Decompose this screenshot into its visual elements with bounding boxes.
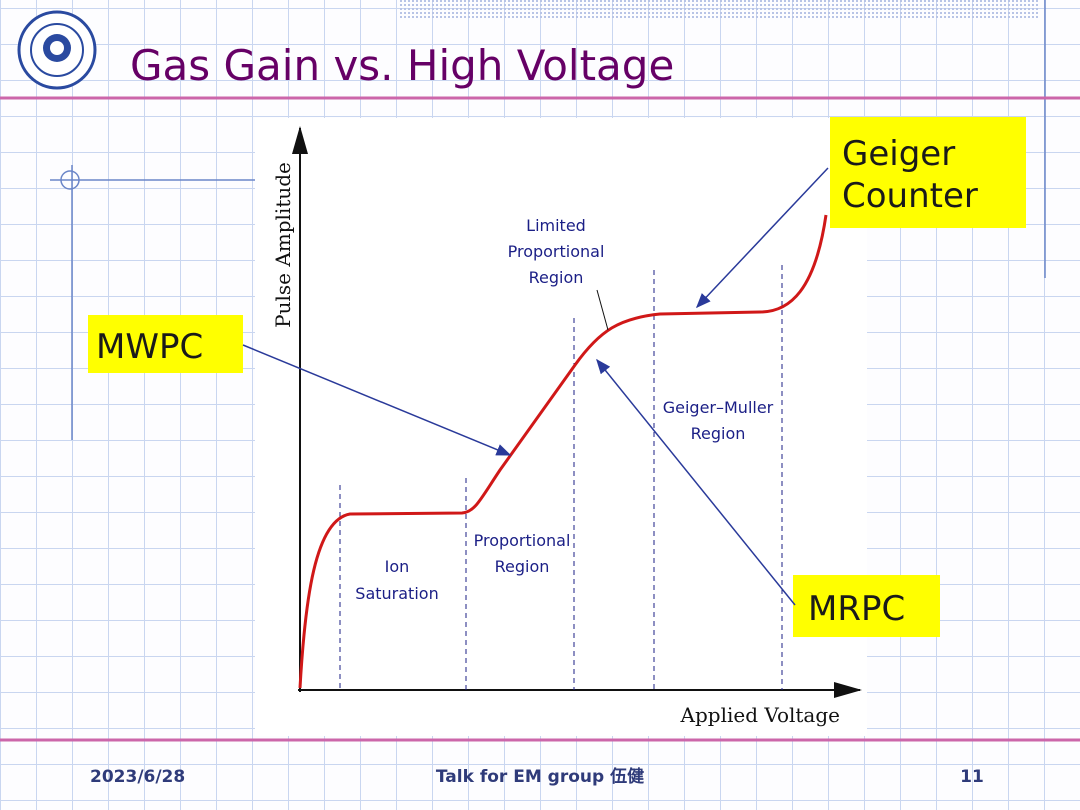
region-label: Proportional — [474, 531, 571, 550]
logo — [17, 10, 97, 90]
x-axis-label: Applied Voltage — [680, 703, 840, 727]
pointer-line — [596, 289, 609, 331]
callout-box — [793, 575, 940, 637]
region-label: Region — [691, 424, 746, 443]
diagram: Pulse Amplitude Applied Voltage — [255, 118, 867, 736]
y-axis-label: Pulse Amplitude — [271, 162, 295, 328]
footer-date: 2023/6/28 — [90, 767, 185, 787]
callout-arrow — [596, 358, 796, 606]
callout-box — [830, 117, 1026, 228]
footer-page: 11 — [960, 767, 984, 787]
region-label: Region — [495, 557, 550, 576]
slide-title: Gas Gain vs. High Voltage — [130, 41, 674, 90]
callout-boxes — [88, 117, 1026, 637]
callout-label: Geiger — [842, 134, 955, 174]
top-band — [400, 0, 1040, 18]
region-dividers — [339, 265, 783, 690]
footer-talk: Talk for EM group 伍健 — [436, 766, 644, 787]
diagram-background — [255, 118, 867, 736]
callout-arrow — [695, 167, 829, 309]
region-label: Geiger–Muller — [663, 398, 774, 417]
region-label: Ion — [385, 557, 410, 576]
gain-curve — [298, 214, 828, 689]
callout-box — [88, 315, 243, 373]
callout-label: MWPC — [96, 327, 203, 367]
deco-circle — [60, 170, 80, 190]
region-label: Limited — [526, 216, 586, 235]
callout-label: Counter — [842, 176, 978, 216]
region-label: Region — [529, 268, 584, 287]
callout-arrow — [242, 344, 512, 456]
callout-label: MRPC — [808, 589, 905, 629]
region-label: Proportional — [508, 242, 605, 261]
region-label: Saturation — [355, 584, 438, 603]
